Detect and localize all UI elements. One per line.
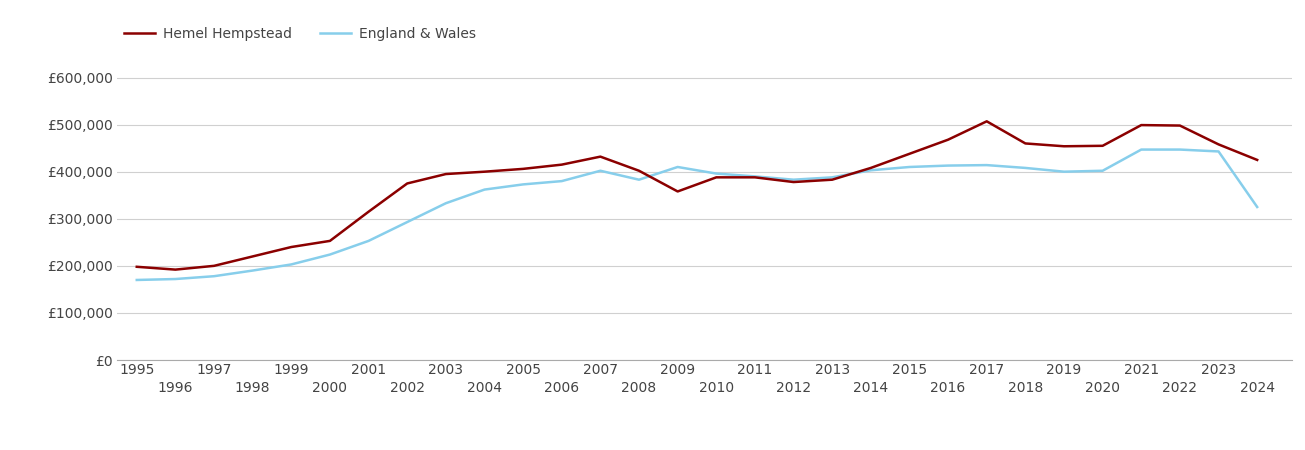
Legend: Hemel Hempstead, England & Wales: Hemel Hempstead, England & Wales bbox=[124, 27, 476, 41]
